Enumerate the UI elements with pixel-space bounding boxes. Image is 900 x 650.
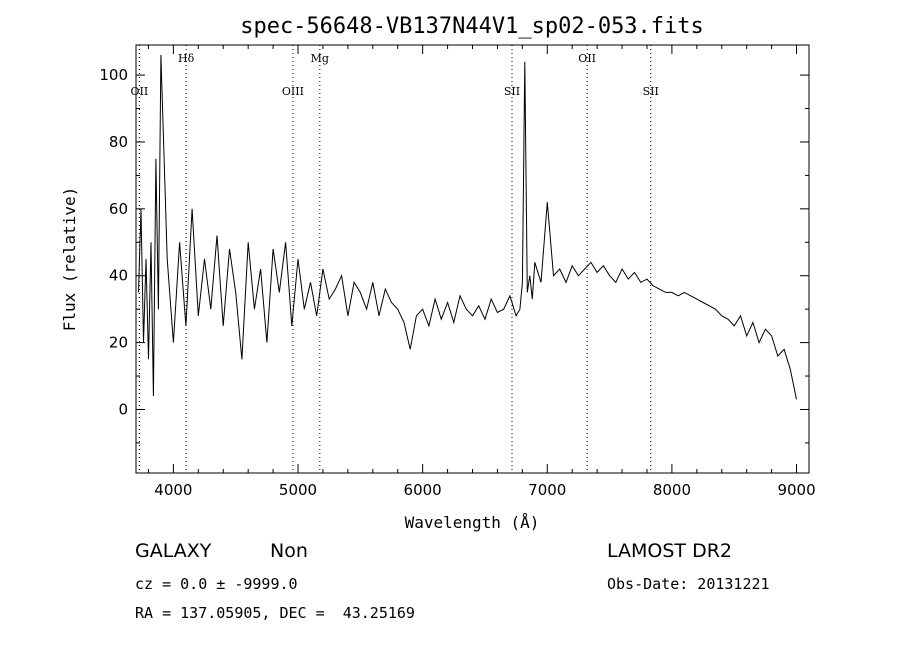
obs-date: Obs-Date: 20131221 (607, 575, 770, 593)
x-axis: 4000 5000 6000 7000 8000 9000 (147, 45, 816, 499)
redshift-readout: cz = 0.0 ± -9999.0 (135, 575, 298, 593)
y-tick-label: 60 (109, 200, 128, 218)
x-tick-label: 8000 (653, 481, 691, 499)
x-tick-label: 4000 (154, 481, 192, 499)
survey-label: LAMOST DR2 (607, 540, 732, 562)
plot-frame (135, 44, 810, 474)
y-tick-label: 100 (99, 66, 128, 84)
coordinates-readout: RA = 137.05905, DEC = 43.25169 (135, 604, 415, 622)
chart-title: spec-56648-VB137N44V1_sp02-053.fits (240, 14, 704, 39)
x-tick-label: 5000 (279, 481, 317, 499)
y-axis-label: Flux (relative) (60, 187, 79, 332)
x-axis-label: Wavelength (Å) (405, 513, 540, 532)
x-tick-label: 7000 (528, 481, 566, 499)
y-tick-label: 20 (109, 334, 128, 352)
y-axis: 0 20 40 60 80 100 (99, 66, 809, 444)
object-subclass: Non (270, 540, 308, 562)
x-tick-label: 9000 (777, 481, 815, 499)
y-tick-label: 0 (118, 400, 128, 418)
line-marker-label: Mg (311, 52, 329, 65)
y-tick-label: 80 (109, 133, 128, 151)
spectrum-line (138, 54, 797, 400)
line-marker-label: OII (578, 52, 596, 65)
line-marker-label: SII (643, 85, 659, 98)
object-type: GALAXY (135, 540, 212, 562)
line-markers: OII Hδ OIII Mg SII OII SII (131, 45, 659, 473)
x-tick-label: 6000 (404, 481, 442, 499)
line-marker-label: OII (131, 85, 149, 98)
line-marker-label: SII (504, 85, 520, 98)
line-marker-label: Hδ (178, 52, 195, 65)
line-marker-label: OIII (282, 85, 304, 98)
y-tick-label: 40 (109, 267, 128, 285)
